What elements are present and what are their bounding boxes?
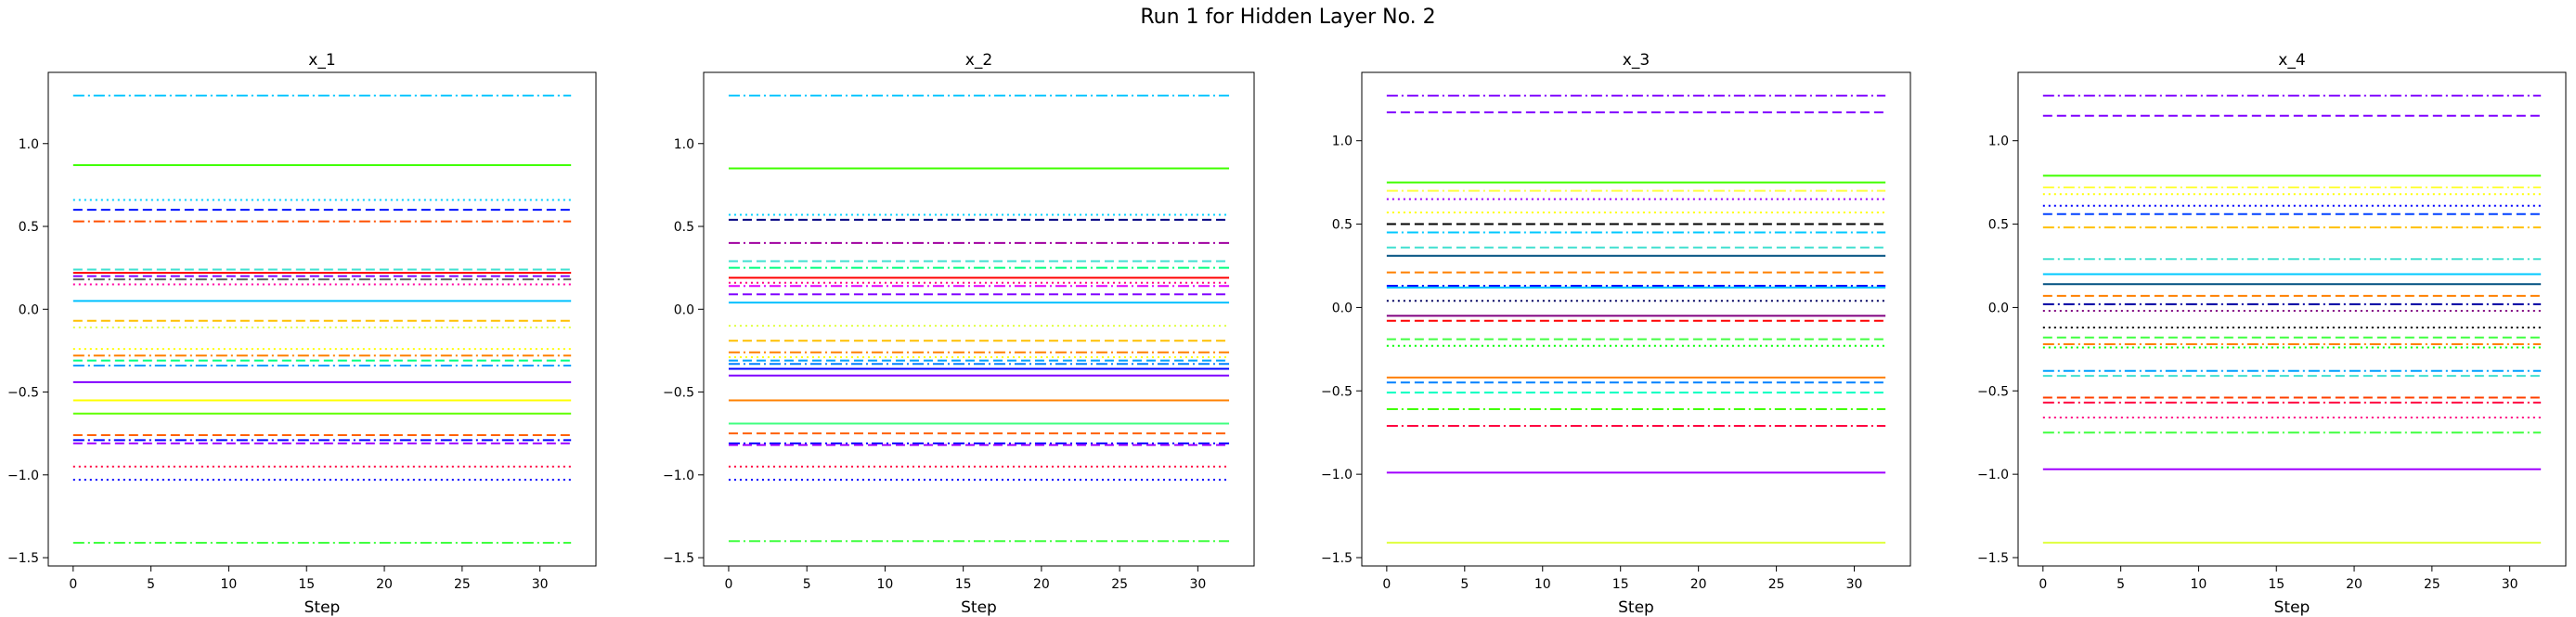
y-tick-label: −1.5 — [1321, 551, 1353, 566]
axes-frame — [47, 71, 597, 567]
y-tick-label: −1.0 — [663, 469, 694, 483]
y-tick-label: 0.0 — [1988, 301, 2009, 315]
subplot-4: 0 5 10 15 20 25 30 −1.5 −1.0 −0.5 0.0 0.5 1.0 x_4 Step — [1977, 51, 2567, 617]
subplot-title: x_3 — [1623, 51, 1650, 70]
x-tick-label: 25 — [454, 577, 471, 592]
y-tick-label: 0.5 — [19, 220, 39, 235]
y-tick-label: −1.0 — [1977, 468, 2009, 482]
y-tick-label: −0.5 — [1321, 384, 1353, 399]
y-tick-label: 0.5 — [1332, 218, 1353, 233]
y-tick-label: −0.5 — [1977, 384, 2009, 399]
x-axis-label: Step — [304, 598, 341, 617]
y-tick-label: −1.0 — [1321, 468, 1353, 482]
x-tick-label: 5 — [147, 577, 155, 592]
x-tick-label: 15 — [2268, 577, 2285, 592]
x-tick-label: 10 — [2191, 577, 2207, 592]
y-tick-label: 1.0 — [1332, 135, 1353, 149]
x-tick-label: 30 — [2502, 577, 2518, 592]
subplot-title: x_1 — [308, 51, 335, 70]
x-tick-label: 25 — [1768, 577, 1785, 592]
x-tick-label: 0 — [69, 577, 77, 592]
axes-frame — [1361, 71, 1911, 567]
x-tick-label: 30 — [532, 577, 549, 592]
x-tick-label: 5 — [2116, 577, 2125, 592]
y-tick-label: 1.0 — [19, 137, 39, 152]
y-tick-label: −1.5 — [7, 551, 39, 566]
x-tick-label: 30 — [1846, 577, 1863, 592]
x-tick-label: 10 — [1534, 577, 1551, 592]
x-axis-label: Step — [961, 598, 997, 617]
y-tick-label: −1.0 — [7, 469, 39, 483]
axes-frame — [703, 71, 1255, 567]
x-tick-label: 0 — [1382, 577, 1391, 592]
x-tick-label: 0 — [2039, 577, 2047, 592]
subplot-title: x_4 — [2278, 51, 2305, 70]
y-tick-label: −1.5 — [1977, 551, 2009, 566]
y-tick-label: −0.5 — [663, 386, 694, 401]
x-tick-label: 5 — [803, 577, 811, 592]
subplot-1: 0 5 10 15 20 25 30 −1.5 −1.0 −0.5 0.0 0.5 1.0 x_1 Step — [7, 51, 597, 617]
x-tick-label: 30 — [1189, 577, 1206, 592]
x-tick-label: 10 — [221, 577, 238, 592]
y-tick-label: 0.5 — [674, 220, 694, 235]
figure-title: Run 1 for Hidden Layer No. 2 — [1140, 6, 1436, 29]
y-tick-label: −0.5 — [7, 386, 39, 401]
x-tick-label: 10 — [877, 577, 894, 592]
x-tick-label: 15 — [955, 577, 972, 592]
x-tick-label: 20 — [376, 577, 393, 592]
x-tick-label: 0 — [724, 577, 732, 592]
x-axis-label: Step — [1618, 598, 1654, 617]
x-tick-label: 25 — [2424, 577, 2440, 592]
subplot-2: 0 5 10 15 20 25 30 −1.5 −1.0 −0.5 0.0 0.5 1.0 x_2 Step — [663, 51, 1255, 617]
y-tick-label: 1.0 — [674, 137, 694, 152]
axes-frame — [2017, 71, 2567, 567]
y-tick-label: 0.0 — [674, 302, 694, 317]
subplot-title: x_2 — [965, 51, 992, 70]
y-tick-label: −1.5 — [663, 551, 694, 566]
y-tick-label: 0.0 — [1332, 301, 1353, 315]
x-tick-label: 20 — [1033, 577, 1050, 592]
x-tick-label: 20 — [2346, 577, 2362, 592]
x-tick-label: 20 — [1690, 577, 1707, 592]
subplot-3: 0 5 10 15 20 25 30 −1.5 −1.0 −0.5 0.0 0.5 1.0 x_3 Step — [1321, 51, 1911, 617]
x-axis-label: Step — [2274, 598, 2311, 617]
y-tick-label: 1.0 — [1988, 135, 2009, 149]
x-tick-label: 15 — [298, 577, 315, 592]
x-tick-label: 25 — [1111, 577, 1128, 592]
y-tick-label: 0.0 — [19, 302, 39, 317]
x-tick-label: 15 — [1612, 577, 1629, 592]
y-tick-label: 0.5 — [1988, 218, 2009, 233]
x-tick-label: 5 — [1460, 577, 1469, 592]
